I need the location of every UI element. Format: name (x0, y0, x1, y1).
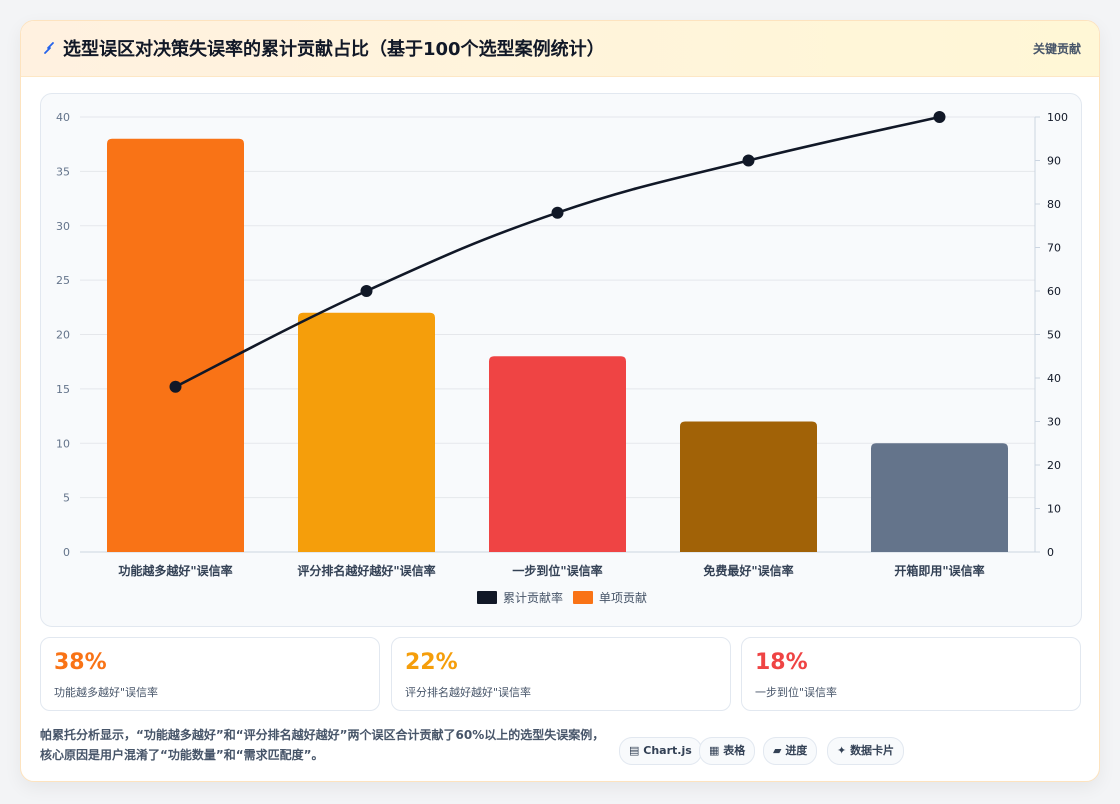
cumulative-point (742, 154, 755, 167)
chip-data-card[interactable]: ✦ 数据卡片 (827, 737, 905, 765)
y-right-tick-label: 30 (1047, 416, 1061, 429)
pareto-chart: 0 5 10 15 20 25 30 35 40 0 10 20 30 40 50 60 70 80 90 100 功能… (56, 111, 1068, 605)
progress-icon: ▰ (773, 744, 782, 757)
y-left-tick-label: 35 (56, 165, 70, 178)
stat-value: 18% (755, 650, 808, 675)
bar (107, 138, 244, 552)
x-tick-label: 免费最好"误信率 (703, 563, 793, 578)
legend-swatch (573, 591, 593, 604)
y-right-tick-label: 70 (1047, 242, 1061, 255)
bar (871, 443, 1008, 552)
stat-card-1: 38% 功能越多越好"误信率 (40, 637, 380, 711)
y-left-tick-label: 30 (56, 220, 70, 233)
table-icon: ▦ (709, 744, 720, 757)
y-right-tick-label: 80 (1047, 198, 1061, 211)
chip-label: 进度 (785, 744, 808, 757)
card-header: 选型误区对决策失误率的累计贡献占比（基于100个选型案例统计） 关键贡献 (21, 21, 1099, 77)
chip-progress[interactable]: ▰ 进度 (763, 737, 818, 765)
y-left-tick-label: 5 (63, 492, 70, 505)
stat-card-2: 22% 评分排名越好越好"误信率 (391, 637, 731, 711)
stat-label: 功能越多越好"误信率 (54, 686, 159, 699)
chip-table[interactable]: ▦ 表格 (699, 737, 756, 765)
stat-value: 22% (405, 650, 458, 675)
y-right-tick-label: 60 (1047, 285, 1061, 298)
y-left-tick-label: 0 (63, 546, 70, 559)
legend-label: 单项贡献 (599, 590, 647, 605)
y-left-tick-label: 25 (56, 274, 70, 287)
stat-card-3: 18% 一步到位"误信率 (741, 637, 1081, 711)
stat-value: 38% (54, 650, 107, 675)
bar (680, 421, 817, 552)
y-right-tick-label: 100 (1047, 111, 1068, 124)
y-left-tick-label: 20 (56, 329, 70, 342)
chip-chartjs[interactable]: ▤ Chart.js (619, 737, 702, 765)
sparkle-icon: ✦ (837, 744, 847, 757)
x-tick-label: 评分排名越好越好"误信率 (297, 563, 435, 578)
cumulative-point (551, 206, 564, 219)
bar (489, 356, 626, 552)
cumulative-point (169, 380, 182, 393)
cumulative-point (933, 111, 946, 123)
bar (298, 312, 435, 552)
analysis-summary: 帕累托分析显示，“功能越多越好”和“评分排名越好越好”两个误区合计贡献了60%以… (40, 728, 605, 762)
stat-label: 评分排名越好越好"误信率 (405, 686, 532, 699)
y-right-tick-label: 0 (1047, 546, 1054, 559)
y-left-tick-label: 15 (56, 383, 70, 396)
y-right-tick-label: 90 (1047, 155, 1061, 168)
x-tick-label: 开箱即用"误信率 (894, 563, 984, 578)
chart-panel: 0 5 10 15 20 25 30 35 40 0 10 20 30 40 50 60 70 80 90 100 功能… (40, 93, 1082, 627)
y-right-tick-label: 50 (1047, 329, 1061, 342)
legend-swatch (477, 591, 497, 604)
y-right-tick-label: 20 (1047, 459, 1061, 472)
chip-label: 表格 (723, 744, 746, 757)
chart-icon: ▤ (629, 744, 640, 757)
key-contribution-badge[interactable]: 关键贡献 (1032, 42, 1081, 56)
x-tick-label: 一步到位"误信率 (512, 563, 602, 578)
cumulative-point (360, 285, 373, 297)
cumulative-line (174, 115, 940, 388)
lightning-icon (44, 42, 54, 54)
chip-label: 数据卡片 (850, 744, 895, 757)
y-left-tick-label: 10 (56, 437, 70, 450)
legend-label: 累计贡献率 (503, 590, 563, 605)
x-tick-label: 功能越多越好"误信率 (118, 563, 232, 578)
y-left-tick-label: 40 (56, 111, 70, 124)
report-card: 选型误区对决策失误率的累计贡献占比（基于100个选型案例统计） 关键贡献 0 5 1… (20, 20, 1100, 782)
y-right-tick-label: 10 (1047, 503, 1061, 516)
chip-label: Chart.js (643, 744, 692, 757)
stat-label: 一步到位"误信率 (755, 686, 838, 699)
y-right-tick-label: 40 (1047, 372, 1061, 385)
chart-title: 选型误区对决策失误率的累计贡献占比（基于100个选型案例统计） (63, 39, 605, 60)
